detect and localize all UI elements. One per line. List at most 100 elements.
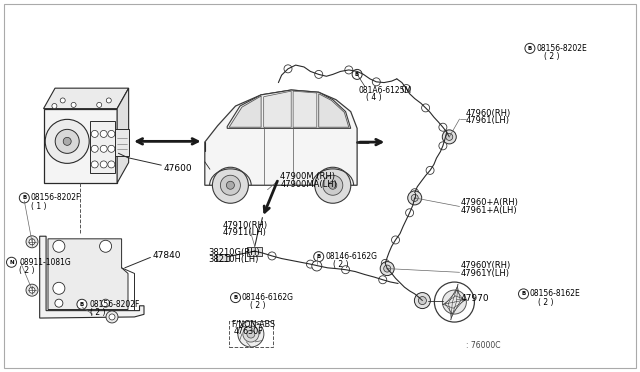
Text: 47911(LH): 47911(LH)	[223, 228, 267, 237]
Text: ( 2 ): ( 2 )	[544, 52, 559, 61]
Circle shape	[92, 161, 98, 168]
Circle shape	[442, 290, 467, 314]
Circle shape	[92, 131, 98, 137]
Circle shape	[108, 131, 115, 137]
Text: 47960Y(RH): 47960Y(RH)	[461, 262, 511, 270]
Circle shape	[315, 70, 323, 78]
Circle shape	[100, 131, 107, 137]
Circle shape	[442, 130, 456, 144]
Text: : 76000C: : 76000C	[466, 341, 500, 350]
Circle shape	[312, 261, 322, 271]
Text: B: B	[80, 302, 84, 307]
Circle shape	[55, 129, 79, 153]
Circle shape	[45, 119, 89, 163]
Text: ( 2 ): ( 2 )	[538, 298, 553, 307]
Circle shape	[29, 239, 35, 245]
Circle shape	[29, 287, 35, 293]
Circle shape	[268, 252, 276, 260]
Circle shape	[247, 330, 255, 338]
Circle shape	[408, 191, 422, 205]
Circle shape	[52, 103, 57, 109]
Circle shape	[284, 65, 292, 73]
Text: 08911-1081G: 08911-1081G	[19, 258, 71, 267]
Circle shape	[19, 193, 29, 203]
Text: 47840: 47840	[152, 251, 181, 260]
Bar	[44, 109, 117, 183]
Circle shape	[422, 104, 429, 112]
Polygon shape	[40, 236, 144, 318]
Polygon shape	[44, 88, 129, 109]
Circle shape	[100, 145, 107, 152]
Text: 47961+A(LH): 47961+A(LH)	[461, 206, 517, 215]
Circle shape	[314, 252, 324, 262]
Text: ( 4 ): ( 4 )	[366, 93, 381, 102]
Circle shape	[342, 266, 349, 274]
Text: B: B	[234, 295, 237, 300]
Text: 081A6-6125M: 081A6-6125M	[358, 86, 412, 94]
Circle shape	[323, 175, 343, 195]
Circle shape	[384, 265, 390, 272]
Circle shape	[380, 262, 394, 276]
Polygon shape	[293, 91, 317, 127]
Circle shape	[315, 167, 351, 203]
Circle shape	[71, 102, 76, 108]
Text: 47600: 47600	[163, 164, 192, 173]
Circle shape	[6, 257, 17, 267]
Circle shape	[392, 236, 399, 244]
Circle shape	[77, 299, 87, 309]
Circle shape	[426, 166, 434, 174]
Circle shape	[109, 314, 115, 320]
Circle shape	[55, 299, 63, 307]
Text: 47961Y(LH): 47961Y(LH)	[461, 269, 510, 278]
Circle shape	[108, 161, 115, 168]
Bar	[115, 129, 129, 156]
Circle shape	[381, 259, 389, 267]
Circle shape	[518, 289, 529, 299]
Circle shape	[53, 240, 65, 252]
Circle shape	[345, 66, 353, 74]
Text: N: N	[9, 260, 14, 265]
Circle shape	[106, 98, 111, 103]
Circle shape	[329, 181, 337, 189]
Circle shape	[97, 102, 102, 108]
Circle shape	[379, 276, 387, 284]
Circle shape	[411, 189, 419, 197]
Text: 38210G(RH): 38210G(RH)	[208, 248, 260, 257]
Bar	[90, 121, 115, 173]
Text: 47900M (RH): 47900M (RH)	[280, 172, 335, 181]
Circle shape	[419, 296, 426, 305]
Text: ( 2 ): ( 2 )	[333, 260, 348, 269]
Polygon shape	[205, 90, 357, 185]
Circle shape	[100, 240, 111, 252]
Circle shape	[26, 236, 38, 248]
Text: 08146-6162G: 08146-6162G	[242, 293, 294, 302]
Polygon shape	[48, 239, 128, 310]
Circle shape	[372, 78, 380, 86]
Text: 08156-8202F: 08156-8202F	[90, 300, 140, 309]
Circle shape	[227, 181, 234, 189]
Circle shape	[352, 70, 362, 79]
Text: ( 1 ): ( 1 )	[31, 202, 46, 211]
Circle shape	[439, 142, 447, 150]
Text: B: B	[522, 291, 525, 296]
Circle shape	[92, 145, 98, 152]
Circle shape	[439, 123, 447, 131]
Circle shape	[100, 161, 107, 168]
Polygon shape	[247, 247, 262, 256]
Text: ( 2 ): ( 2 )	[250, 301, 265, 310]
Text: B: B	[317, 254, 321, 259]
Polygon shape	[319, 94, 349, 127]
Circle shape	[63, 137, 71, 145]
Text: 47961(LH): 47961(LH)	[466, 116, 510, 125]
Circle shape	[230, 293, 241, 302]
Text: ( 2 ): ( 2 )	[19, 266, 35, 275]
Polygon shape	[216, 185, 244, 196]
Text: 38210H(LH): 38210H(LH)	[208, 255, 259, 264]
Circle shape	[446, 134, 452, 140]
Polygon shape	[229, 96, 261, 127]
Polygon shape	[319, 185, 347, 196]
Circle shape	[108, 145, 115, 152]
Circle shape	[525, 44, 535, 53]
Circle shape	[403, 84, 410, 93]
Circle shape	[415, 292, 431, 309]
